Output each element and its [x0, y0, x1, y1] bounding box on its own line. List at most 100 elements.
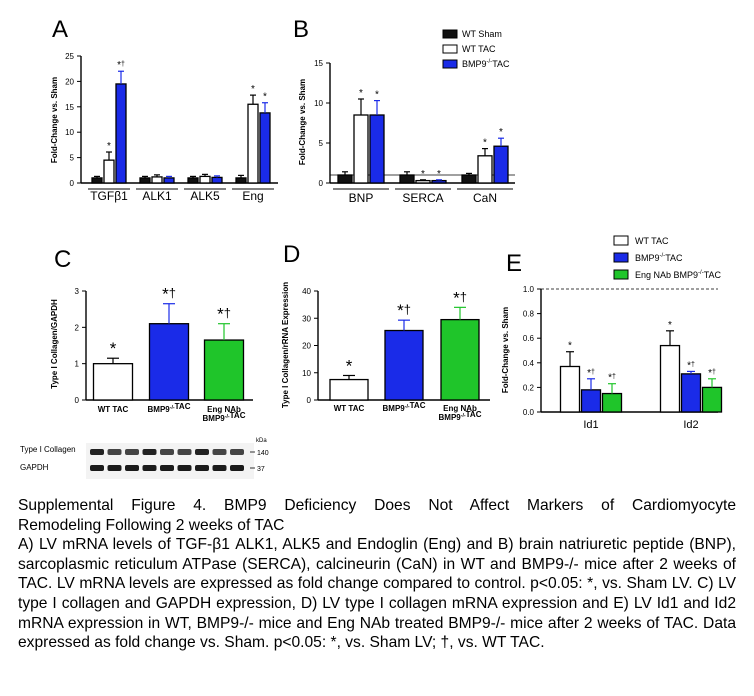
bar-e	[601, 392, 623, 413]
bar-c	[148, 323, 190, 401]
legend-top: WT Sham WT TAC BMP9-/-TAC	[442, 29, 510, 69]
category-label-b-serca: SERCA	[402, 191, 443, 205]
category-label-a-tgf-1: TGFβ1	[90, 189, 128, 203]
chart-b: 0 5 10 15 Fold-Change vs. Sham * * BNP * * SERCA * *…	[298, 59, 515, 205]
category-label-c: BMP9-/-TAC	[203, 411, 246, 423]
blot-band-gapdh	[212, 465, 227, 471]
y-tick-label-e: 0.0	[523, 408, 535, 417]
bar-a	[151, 176, 163, 184]
category-label-b-bnp: BNP	[349, 191, 374, 205]
bar-a	[139, 177, 151, 184]
chart-c: 0 1 2 3 Type I Collagen/GAPDH * WT TAC *† BMP9-/…	[50, 285, 253, 423]
legend-swatch-wt-tac	[442, 44, 458, 54]
y-tick-label-b: 15	[314, 59, 323, 68]
blot-band-gapdh	[160, 465, 174, 471]
legend-swatch-bmp9	[442, 59, 458, 69]
blot-band-gapdh	[177, 465, 192, 471]
bar-a	[163, 177, 175, 184]
category-label-d: WT TAC	[334, 404, 365, 413]
significance-mark-a: *†	[117, 60, 125, 71]
y-tick-label-e: 0.2	[523, 383, 535, 392]
western-blot: Type I Collagen GAPDH kDa 140 37	[20, 438, 269, 479]
bar-b	[461, 174, 477, 184]
bar-c	[203, 339, 245, 401]
significance-mark-b: *	[375, 90, 379, 101]
y-axis-label-d: Type I Collagen/rRNA Expression	[281, 282, 290, 408]
blot-label-collagen: Type I Collagen	[20, 445, 76, 454]
y-tick-label-d: 20	[302, 342, 311, 351]
legend-e-label-eng: Eng NAb BMP9-/-TAC	[635, 270, 722, 280]
significance-mark-b: *	[359, 88, 363, 99]
bar-a	[91, 177, 103, 184]
significance-mark-d: *	[346, 356, 353, 375]
bar-b	[431, 179, 447, 184]
y-tick-label-a: 0	[70, 179, 75, 188]
category-label-b-can: CaN	[473, 191, 497, 205]
legend-label-bmp9: BMP9-/-TAC	[462, 59, 510, 69]
chart-d: 0 10 20 30 40 Type I Collagen/rRNA Expression…	[281, 282, 490, 422]
blot-band-gapdh	[107, 465, 122, 471]
blot-band-collagen	[125, 449, 139, 455]
category-label-d: Eng NAb	[443, 404, 477, 413]
blot-label-gapdh: GAPDH	[20, 463, 49, 472]
bar-e	[701, 386, 723, 413]
blot-band-gapdh	[125, 465, 139, 471]
y-tick-label-a: 15	[65, 103, 74, 112]
y-tick-label-e: 0.6	[523, 334, 535, 343]
y-tick-label-c: 3	[75, 287, 80, 296]
panel-label-c: C	[54, 246, 71, 273]
bar-e	[580, 389, 602, 413]
category-label-a-alk1: ALK1	[142, 189, 172, 203]
bar-a	[115, 83, 127, 184]
bar-e	[659, 344, 681, 413]
significance-mark-b: *	[421, 169, 425, 180]
y-tick-label-a: 5	[70, 154, 75, 163]
category-label-c: Eng NAb	[207, 405, 241, 414]
blot-band-collagen	[230, 449, 244, 455]
significance-mark-b: *	[437, 169, 441, 180]
bar-a	[199, 175, 211, 184]
blot-band-gapdh	[230, 465, 244, 471]
bar-d	[440, 318, 480, 401]
bar-b	[477, 155, 493, 184]
blot-band-collagen	[90, 449, 104, 455]
significance-mark-a: *	[251, 84, 255, 95]
significance-mark-d: *†	[453, 288, 467, 307]
y-tick-label-d: 0	[307, 396, 312, 405]
bar-e	[680, 373, 702, 413]
y-tick-label-b: 5	[319, 139, 324, 148]
y-tick-label-a: 20	[65, 77, 74, 86]
significance-mark-e: *†	[708, 368, 716, 379]
figure-caption: Supplemental Figure 4. BMP9 Deficiency D…	[18, 496, 736, 653]
category-label-a-eng: Eng	[242, 189, 263, 203]
blot-band-collagen	[142, 449, 157, 455]
significance-mark-e: *†	[608, 373, 616, 384]
panel-label-b: B	[293, 16, 309, 43]
y-tick-label-e: 0.8	[523, 310, 535, 319]
blot-band-collagen	[212, 449, 227, 455]
y-axis-label-e: Fold-Change vs. Sham	[501, 307, 510, 393]
bar-b	[493, 145, 509, 184]
category-label-d: BMP9-/-TAC	[439, 410, 482, 422]
legend-swatch-wt-sham	[442, 29, 458, 39]
category-label-e-id1: Id1	[583, 419, 598, 431]
significance-mark-a: *	[107, 141, 111, 152]
bar-a	[259, 112, 271, 184]
panel-label-e: E	[506, 250, 522, 277]
bar-a	[247, 103, 259, 184]
y-tick-label-e: 1.0	[523, 285, 535, 294]
panel-label-a: A	[52, 16, 68, 43]
significance-mark-b: *	[499, 127, 503, 138]
category-label-c: BMP9-/-TAC	[148, 402, 191, 414]
significance-mark-b: *	[483, 138, 487, 149]
y-axis-label-c: Type I Collagen/GAPDH	[50, 299, 59, 389]
caption-title-line2: Remodeling Following 2 weeks of TAC	[18, 516, 285, 534]
y-tick-label-a: 10	[65, 128, 74, 137]
y-tick-label-d: 30	[302, 314, 311, 323]
bar-a	[211, 176, 223, 184]
significance-mark-c: *†	[162, 285, 176, 304]
bar-a	[235, 177, 247, 184]
significance-mark-e: *†	[687, 360, 695, 371]
blot-kda-gapdh: 37	[257, 466, 265, 473]
significance-mark-e: *	[668, 320, 672, 331]
